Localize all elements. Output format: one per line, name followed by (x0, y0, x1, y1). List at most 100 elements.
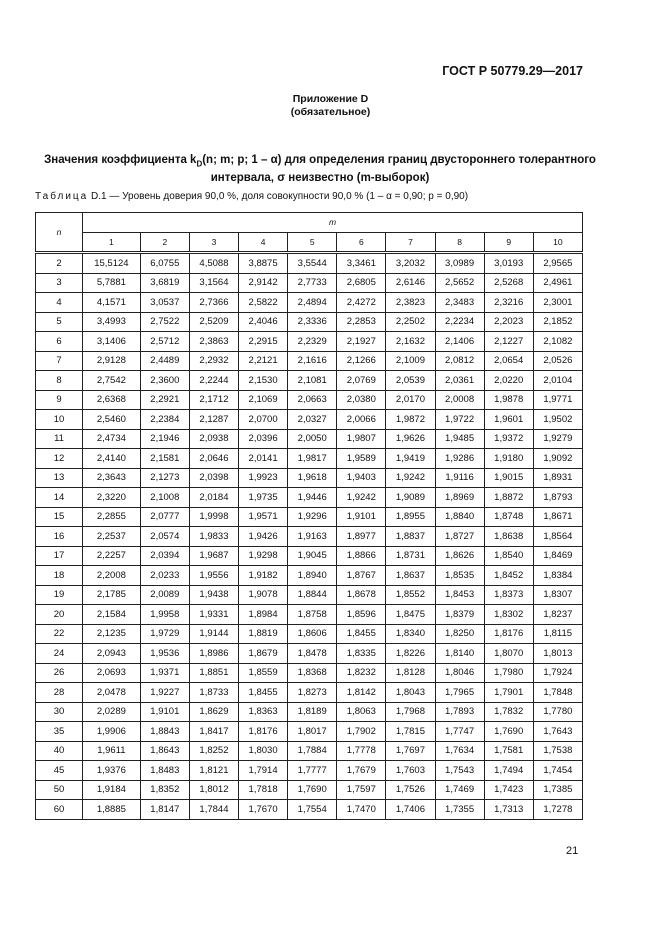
value-cell: 2,0327 (287, 409, 338, 430)
value-cell: 1,8043 (385, 682, 436, 703)
value-cell: 1,8340 (385, 623, 436, 644)
value-cell: 1,8837 (385, 526, 436, 547)
value-cell: 1,9089 (385, 487, 436, 508)
value-cell: 2,0220 (483, 370, 534, 391)
value-cell: 2,0396 (238, 428, 289, 449)
table-row: 6 3,1406 2,5712 2,3863 2,2915 2,2329 2,1927 2,1… (35, 331, 584, 352)
value-cell: 2,5822 (238, 292, 289, 313)
value-cell: 2,6805 (336, 272, 387, 293)
value-cell: 1,8453 (434, 584, 485, 605)
value-cell: 1,9101 (336, 506, 387, 527)
value-cell: 1,8452 (483, 565, 534, 586)
value-cell: 1,7914 (238, 760, 289, 781)
table-row: 45 1,9376 1,8483 1,8121 1,7914 1,7777 1,7679 1,… (35, 760, 584, 781)
value-cell: 1,8629 (188, 701, 240, 722)
value-cell: 2,0526 (532, 350, 584, 371)
value-cell: 2,4140 (82, 448, 141, 469)
value-cell: 1,9872 (385, 409, 436, 430)
value-cell: 1,7832 (483, 701, 534, 722)
value-cell: 1,7526 (385, 779, 436, 800)
value-cell: 1,8679 (238, 643, 289, 664)
value-cell: 1,8866 (336, 545, 387, 566)
value-cell: 1,8147 (139, 799, 190, 820)
value-cell: 1,9376 (82, 760, 141, 781)
value-cell: 2,3483 (434, 292, 485, 313)
value-cell: 1,7965 (434, 682, 485, 703)
value-cell: 1,8189 (287, 701, 338, 722)
value-cell: 2,5460 (82, 409, 141, 430)
value-cell: 2,2502 (385, 311, 436, 332)
table-row: 20 2,1584 1,9958 1,9331 1,8984 1,8758 1,8596 1,… (35, 604, 584, 625)
value-cell: 1,7634 (434, 740, 485, 761)
value-cell: 1,7313 (483, 799, 534, 820)
value-cell: 2,0184 (188, 487, 240, 508)
value-cell: 1,8475 (385, 604, 436, 625)
table-row: 30 2,0289 1,9101 1,8629 1,8363 1,8189 1,8063 1,… (35, 701, 584, 722)
table-row: 5 3,4993 2,7522 2,5209 2,4046 2,3336 2,2853 2,2… (35, 311, 584, 332)
value-cell: 2,1227 (483, 331, 534, 352)
value-cell: 2,7366 (188, 292, 240, 313)
value-cell: 1,7848 (532, 682, 584, 703)
value-cell: 2,3220 (82, 487, 141, 508)
table-row: 19 2,1785 2,0089 1,9438 1,9078 1,8844 1,8678 1,… (35, 584, 584, 605)
col-group-header-m: m (82, 212, 583, 233)
row-n-cell: 17 (35, 545, 83, 566)
table-row: 3 5,7881 3,6819 3,1564 2,9142 2,7733 2,6805 2,6… (35, 272, 584, 293)
value-cell: 2,0170 (385, 389, 436, 410)
value-cell: 1,8758 (287, 604, 338, 625)
value-cell: 3,1406 (82, 331, 141, 352)
value-cell: 1,8012 (188, 779, 240, 800)
row-n-cell: 35 (35, 721, 83, 742)
column-header: 1 (82, 231, 141, 253)
value-cell: 15,5124 (82, 251, 141, 274)
table-row: 8 2,7542 2,3600 2,2244 2,1530 2,1081 2,0769 2,0… (35, 370, 584, 391)
value-cell: 1,7780 (532, 701, 584, 722)
row-n-cell: 12 (35, 448, 83, 469)
value-cell: 2,7733 (287, 272, 338, 293)
value-cell: 2,2244 (188, 370, 240, 391)
value-cell: 1,9611 (82, 740, 141, 761)
value-cell: 1,9163 (287, 526, 338, 547)
value-cell: 2,0539 (385, 370, 436, 391)
value-cell: 2,0943 (82, 643, 141, 664)
value-cell: 2,1530 (238, 370, 289, 391)
row-n-cell: 13 (35, 467, 83, 488)
value-cell: 2,2257 (82, 545, 141, 566)
value-cell: 2,9565 (532, 251, 584, 274)
value-cell: 1,8564 (532, 526, 584, 547)
value-cell: 1,9446 (287, 487, 338, 508)
value-cell: 1,8793 (532, 487, 584, 508)
value-cell: 2,3863 (188, 331, 240, 352)
value-cell: 2,0089 (139, 584, 190, 605)
value-cell: 3,3461 (336, 251, 387, 274)
value-cell: 2,0700 (238, 409, 289, 430)
value-cell: 1,7818 (238, 779, 289, 800)
value-cell: 1,8535 (434, 565, 485, 586)
value-cell: 3,1564 (188, 272, 240, 293)
value-cell: 1,8969 (434, 487, 485, 508)
table-row: 14 2,3220 2,1008 2,0184 1,9735 1,9446 1,9242 1,… (35, 487, 584, 508)
column-header: 9 (483, 231, 534, 253)
value-cell: 1,9906 (82, 721, 141, 742)
column-header: 2 (139, 231, 190, 253)
row-n-cell: 3 (35, 272, 83, 293)
value-cell: 1,7884 (287, 740, 338, 761)
value-cell: 1,8046 (434, 662, 485, 683)
value-cell: 3,8875 (238, 251, 289, 274)
value-cell: 1,9485 (434, 428, 485, 449)
value-cell: 2,4272 (336, 292, 387, 313)
value-cell: 1,9687 (188, 545, 240, 566)
row-n-cell: 11 (35, 428, 83, 449)
value-cell: 1,7597 (336, 779, 387, 800)
value-cell: 1,8986 (188, 643, 240, 664)
value-cell: 1,9092 (532, 448, 584, 469)
value-cell: 1,8273 (287, 682, 338, 703)
value-cell: 1,8013 (532, 643, 584, 664)
value-cell: 1,7893 (434, 701, 485, 722)
value-cell: 1,9735 (238, 487, 289, 508)
value-cell: 1,8731 (385, 545, 436, 566)
value-cell: 1,7902 (336, 721, 387, 742)
value-cell: 1,8302 (483, 604, 534, 625)
value-cell: 3,0537 (139, 292, 190, 313)
value-cell: 2,1581 (139, 448, 190, 469)
